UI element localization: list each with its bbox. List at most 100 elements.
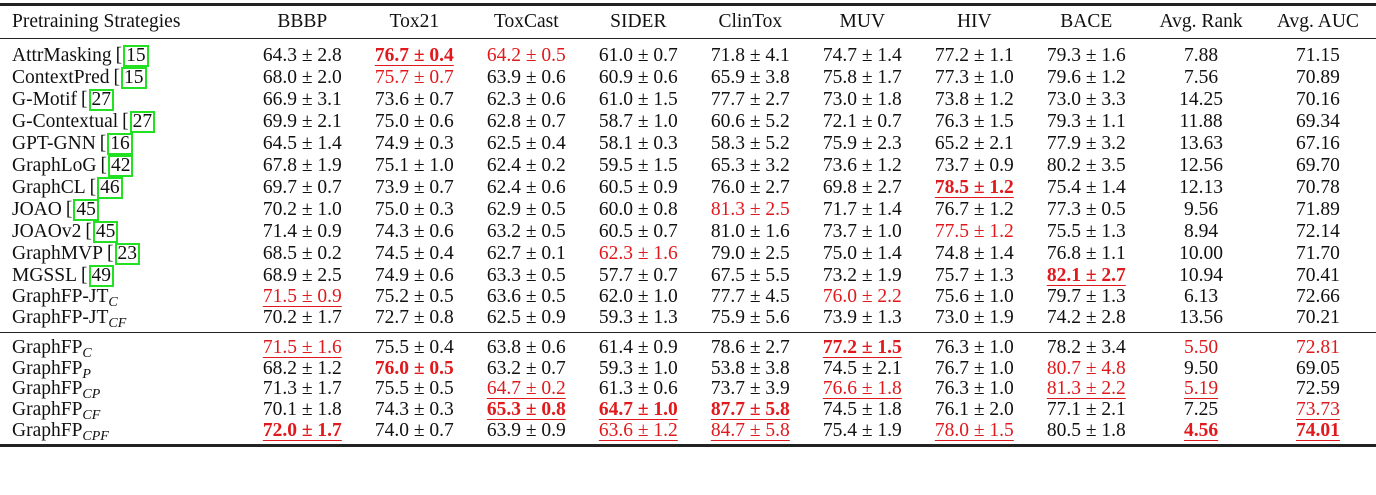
cell-avg-auc: 67.16: [1260, 133, 1376, 155]
cell-avg-auc: 71.89: [1260, 199, 1376, 221]
cell-muv: 69.8 ± 2.7: [806, 177, 918, 199]
citation-link[interactable]: 16: [107, 133, 133, 155]
cell-value: 71.4 ± 0.9: [262, 220, 342, 242]
citation-link[interactable]: 45: [92, 221, 119, 243]
citation-link[interactable]: 15: [121, 67, 147, 89]
pretraining-results-table: Pretraining Strategies BBBP Tox21 ToxCast SI…: [0, 3, 1376, 448]
method-name: GraphFPCP: [0, 379, 246, 402]
cell-value: 72.66: [1295, 286, 1340, 307]
cell-avg-rank: 10.00: [1142, 243, 1260, 265]
citation-link[interactable]: 27: [88, 89, 114, 111]
cell-clintox: 78.6 ± 2.7: [694, 332, 807, 359]
cell-value: 62.5 ± 0.9: [486, 306, 566, 328]
method-label: G-Motif: [12, 89, 77, 110]
cell-avg-auc: 70.89: [1260, 67, 1376, 89]
cell-value: 72.1 ± 0.7: [822, 110, 902, 132]
method-label: GraphMVP: [12, 243, 103, 264]
cell-value: 60.5 ± 0.9: [598, 176, 678, 198]
cell-value: 62.4 ± 0.2: [486, 154, 566, 176]
cell-toxcast: 62.9 ± 0.5: [470, 199, 582, 221]
cell-clintox: 81.0 ± 1.6: [694, 221, 806, 243]
cell-toxcast: 63.2 ± 0.5: [470, 221, 582, 243]
cell-avg-rank: 4.56: [1142, 420, 1260, 448]
citation-link[interactable]: 23: [114, 243, 140, 265]
citation-link[interactable]: 15: [123, 45, 149, 67]
table-row: GraphFPC 71.5 ± 1.6 75.5 ± 0.4 63.8 ± 0.6 61…: [0, 332, 1376, 361]
cell-bbbp: 71.5 ± 0.9: [246, 286, 358, 308]
cell-clintox: 73.7 ± 3.9: [694, 379, 806, 400]
cell-clintox: 65.3 ± 3.2: [694, 155, 806, 177]
method-variant-subscript: CPF: [82, 428, 109, 444]
citation-link[interactable]: 46: [97, 177, 123, 199]
cell-value: 71.5 ± 1.6: [262, 337, 342, 359]
citation-link[interactable]: 27: [129, 111, 156, 133]
cell-value: 63.9 ± 0.9: [486, 419, 566, 441]
cell-value: 69.70: [1295, 154, 1340, 176]
cell-value: 74.5 ± 0.4: [374, 242, 454, 264]
cell-value: 73.9 ± 1.3: [822, 306, 902, 328]
cell-value: 76.3 ± 1.5: [934, 110, 1014, 132]
cell-tox21: 72.7 ± 0.8: [358, 306, 470, 333]
column-header-tox21: Tox21: [358, 4, 471, 39]
cell-value: 75.5 ± 1.3: [1046, 220, 1126, 242]
cell-tox21: 75.1 ± 1.0: [358, 155, 470, 177]
cell-value: 77.7 ± 2.7: [710, 88, 790, 110]
method-label: GraphFP-JT: [12, 286, 109, 307]
cell-muv: 73.6 ± 1.2: [806, 155, 918, 177]
cell-value: 76.3 ± 1.0: [934, 337, 1014, 359]
cell-value: 77.2 ± 1.1: [934, 44, 1014, 66]
cell-avg-rank: 6.13: [1142, 286, 1260, 308]
cell-value: 63.6 ± 0.5: [486, 286, 566, 307]
cell-value: 70.21: [1295, 306, 1340, 328]
citation-bracket: [: [65, 199, 73, 220]
cell-value: 63.2 ± 0.5: [486, 220, 566, 242]
table-row: GPT-GNN[16 64.5 ± 1.4 74.9 ± 0.3 62.5 ± 0.4…: [0, 133, 1376, 155]
cell-value: 73.0 ± 1.9: [934, 306, 1014, 328]
cell-value: 79.7 ± 1.3: [1046, 286, 1126, 307]
cell-avg-rank: 13.63: [1142, 133, 1260, 155]
cell-value: 73.6 ± 1.2: [822, 154, 902, 176]
cell-value: 62.3 ± 0.6: [486, 88, 566, 110]
cell-avg-auc: 69.34: [1260, 111, 1376, 133]
cell-value: 5.19: [1184, 378, 1219, 400]
method-variant-subscript: P: [82, 366, 91, 382]
cell-bace: 79.7 ± 1.3: [1030, 286, 1142, 308]
cell-value: 81.3 ± 2.5: [710, 198, 790, 220]
cell-bbbp: 64.5 ± 1.4: [246, 133, 358, 155]
citation-link[interactable]: 49: [88, 265, 115, 287]
citation-link[interactable]: 42: [107, 155, 134, 177]
cell-avg-auc: 71.70: [1260, 243, 1376, 265]
method-label: AttrMasking: [12, 45, 112, 66]
citation-bracket: [: [122, 111, 129, 132]
citation-link[interactable]: 45: [73, 199, 99, 221]
cell-avg-rank: 9.56: [1142, 199, 1260, 221]
cell-value: 76.7 ± 1.2: [934, 198, 1014, 220]
cell-bace: 79.3 ± 1.6: [1030, 39, 1142, 68]
cell-bace: 74.2 ± 2.8: [1030, 307, 1142, 333]
table-header-row: Pretraining Strategies BBBP Tox21 ToxCast SI…: [0, 4, 1376, 39]
cell-avg-auc: 72.81: [1259, 332, 1376, 359]
cell-muv: 73.7 ± 1.0: [806, 221, 918, 243]
method-variant-subscript: C: [108, 295, 118, 310]
cell-value: 61.0 ± 0.7: [598, 44, 678, 66]
cell-bbbp: 72.0 ± 1.7: [246, 420, 359, 448]
cell-sider: 61.0 ± 0.7: [582, 39, 694, 68]
cell-sider: 64.7 ± 1.0: [582, 399, 694, 421]
cell-value: 76.0 ± 2.2: [822, 286, 902, 307]
method-label: GraphFP: [12, 357, 83, 379]
cell-value: 70.2 ± 1.7: [262, 306, 342, 328]
cell-muv: 76.0 ± 2.2: [806, 286, 918, 308]
method-name: GraphFP-JTCF: [0, 307, 246, 333]
cell-value: 63.2 ± 0.7: [486, 357, 566, 379]
cell-value: 72.7 ± 0.8: [374, 306, 454, 328]
cell-sider: 60.0 ± 0.8: [582, 199, 694, 221]
cell-value: 5.50: [1184, 337, 1219, 359]
cell-value: 75.2 ± 0.5: [374, 286, 454, 307]
cell-value: 74.8 ± 1.4: [934, 242, 1014, 264]
cell-clintox: 71.8 ± 4.1: [694, 39, 806, 68]
cell-muv: 73.9 ± 1.3: [806, 306, 918, 333]
cell-avg-auc: 72.66: [1260, 286, 1376, 308]
cell-tox21: 74.5 ± 0.4: [358, 243, 470, 265]
cell-tox21: 74.3 ± 0.3: [358, 399, 470, 421]
cell-bbbp: 69.9 ± 2.1: [246, 111, 358, 133]
